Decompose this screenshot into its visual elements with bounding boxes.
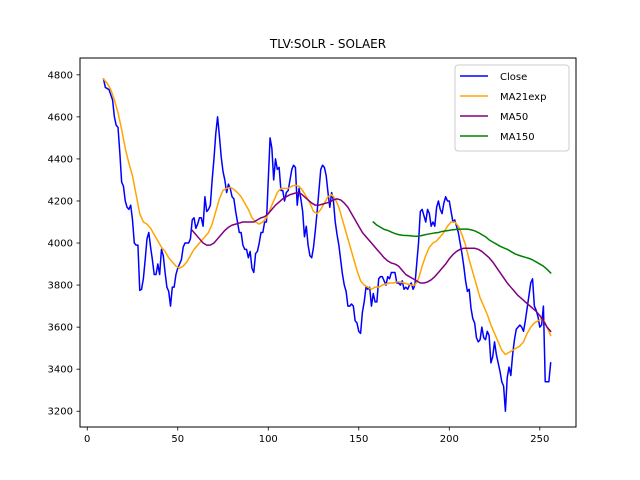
y-tick-label: 4400 [48, 154, 73, 165]
x-axis: 0 50 100 150 200 250 [84, 427, 549, 445]
x-tick-label: 50 [171, 434, 184, 445]
x-tick-label: 0 [84, 434, 90, 445]
series-line-close [102, 78, 552, 412]
legend-label-ma50: MA50 [500, 112, 528, 123]
chart-title: TLV:SOLR - SOLAER [269, 37, 386, 51]
y-tick-label: 3600 [48, 323, 73, 334]
y-tick-label: 4200 [48, 196, 73, 207]
y-tick-label: 4600 [48, 112, 73, 123]
y-tick-label: 4800 [48, 70, 73, 81]
legend: Close MA21exp MA50 MA150 [454, 64, 570, 152]
y-tick-label: 3200 [48, 407, 73, 418]
y-tick-label: 3800 [48, 281, 73, 292]
x-tick-label: 250 [530, 434, 549, 445]
x-tick-label: 100 [259, 434, 278, 445]
legend-label-ma21exp: MA21exp [500, 92, 546, 103]
x-tick-label: 150 [349, 434, 368, 445]
series-line-ma21exp [102, 77, 552, 356]
y-axis: 3200 3400 3600 3800 4000 4200 4400 4600 4800 [48, 70, 80, 418]
series-line-ma50 [191, 191, 552, 333]
legend-box [454, 64, 570, 152]
legend-label-ma150: MA150 [500, 132, 535, 143]
plot-frame [79, 57, 577, 428]
plot-lines [102, 77, 552, 412]
y-tick-label: 3400 [48, 365, 73, 376]
legend-label-close: Close [500, 72, 527, 83]
y-tick-label: 4000 [48, 239, 73, 250]
x-tick-label: 200 [440, 434, 459, 445]
series-line-ma150 [372, 220, 552, 274]
